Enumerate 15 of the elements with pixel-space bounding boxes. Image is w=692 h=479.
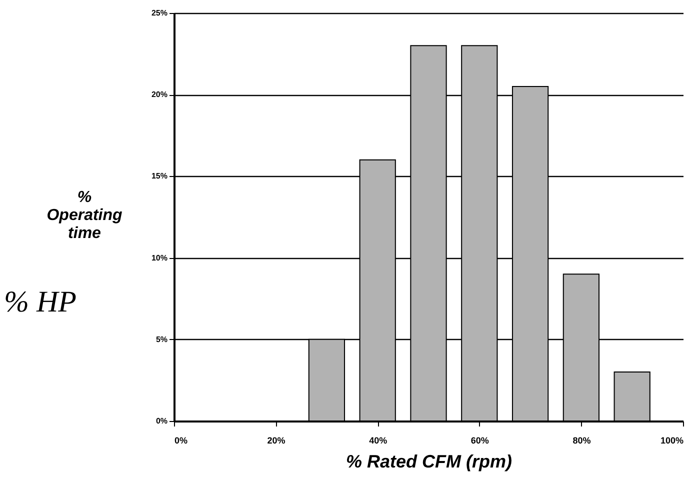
x-tick-label: 0%	[174, 436, 188, 446]
x-tick-label: 80%	[572, 436, 591, 446]
y-tick-label: 15%	[151, 172, 168, 181]
y-tick-label: 25%	[151, 8, 168, 18]
y-tick-label: 20%	[151, 90, 168, 100]
y-tick-label: 5%	[156, 334, 168, 344]
x-tick-label: 60%	[470, 436, 489, 446]
x-axis-title: % Rated CFM (rpm)	[346, 452, 512, 472]
x-tick-label: 20%	[267, 436, 286, 446]
x-tick-label: 40%	[369, 436, 388, 446]
text: % HP	[4, 286, 76, 319]
y-tick-label: 10%	[151, 253, 168, 262]
y-tick-label: 0%	[156, 416, 168, 426]
x-tick-label: 100%	[660, 436, 684, 446]
y-axis-title: % Operating time	[46, 189, 123, 242]
